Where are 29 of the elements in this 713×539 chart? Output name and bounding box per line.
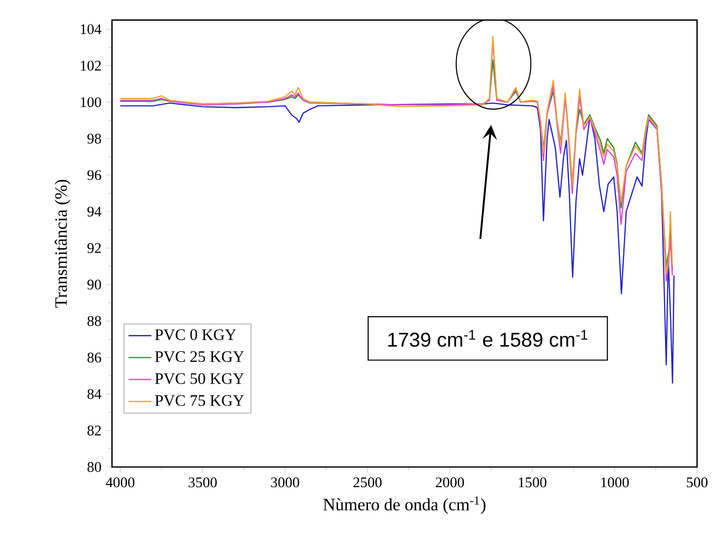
annotation: 1739 cm$^{-1}$ e 1589 cm$^{-1}$ — [388, 330, 588, 347]
y-tick-label: 84 — [87, 389, 102, 399]
y-tick-label: 104 — [80, 24, 102, 34]
y-tick-label: 100 — [80, 97, 102, 108]
y-axis-title: Transmitância (%) — [54, 180, 70, 308]
x-tick-label: 3000 — [271, 477, 300, 488]
x-tick-label: 2000 — [436, 477, 464, 488]
y-tick-label: 96 — [87, 170, 102, 180]
y-tick-label: 90 — [87, 280, 102, 290]
legend-label: PVC 25 KGY — [155, 351, 244, 362]
y-tick-label: 92 — [87, 243, 101, 254]
y-tick-label: 86 — [87, 352, 102, 362]
legend-label: PVC 0 KGY — [155, 329, 236, 340]
x-tick-label: 2500 — [353, 477, 382, 488]
x-tick-label: 4000 — [106, 477, 134, 488]
y-tick-label: 82 — [87, 426, 101, 436]
legend-label: PVC 50 KGY — [155, 373, 244, 384]
y-tick-label: 94 — [87, 206, 102, 217]
legend-label: PVC 75 KGY — [155, 395, 244, 406]
x-tick-label: 500 — [686, 477, 708, 488]
x-tick-label: 1500 — [518, 477, 546, 488]
y-tick-label: 102 — [80, 60, 101, 71]
y-tick-label: 80 — [87, 462, 102, 472]
y-tick-label: 88 — [87, 316, 102, 326]
x-axis-title: Nùmero de onda (cm$^{-1}$) — [323, 496, 486, 514]
line-series — [120, 102, 675, 384]
x-tick-label: 1000 — [601, 477, 629, 488]
x-tick-label: 3500 — [188, 477, 217, 488]
y-tick-label: 98 — [87, 134, 102, 144]
